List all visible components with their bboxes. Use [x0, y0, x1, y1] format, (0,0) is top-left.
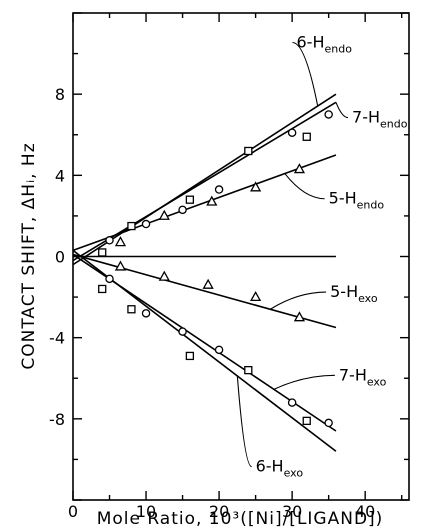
point-5-h-endo — [114, 236, 127, 247]
x-tick-label: 0 — [68, 502, 78, 521]
x-axis-title: Mole Ratio, 10³([Ni]/[LIGAND]) — [97, 509, 384, 529]
curve-label-sub-7-h-exo: exo — [367, 375, 387, 388]
curve-label-sub-5-h-endo: endo — [357, 199, 385, 212]
leader-6-h-endo — [292, 41, 319, 107]
leader-5-h-exo — [269, 291, 327, 310]
point-7-h-endo — [178, 205, 187, 215]
point-5-h-endo — [206, 195, 218, 206]
point-6-h-endo — [98, 248, 107, 257]
x-tick-label: 40 — [355, 502, 375, 521]
fit-lines — [72, 93, 337, 452]
point-6-h-endo — [127, 221, 136, 231]
point-5-h-endo — [293, 163, 306, 174]
curve-label-5-h-endo: 5-Hendo — [329, 189, 385, 212]
point-5-h-exo — [158, 270, 170, 281]
y-tick-label: -8 — [49, 410, 65, 429]
curve-label-7-h-endo: 7-Hendo — [352, 108, 408, 131]
point-7-h-endo — [214, 185, 224, 194]
point-7-h-exo — [214, 345, 224, 355]
x-tick-label: 20 — [209, 502, 229, 521]
point-6-h-exo — [127, 305, 136, 314]
curve-label-7-h-exo: 7-Hexo — [339, 365, 387, 388]
curve-label-sub-6-h-endo: endo — [324, 42, 352, 55]
point-5-h-endo — [250, 181, 262, 192]
leader-7-h-endo — [335, 102, 349, 119]
ticks — [72, 12, 409, 501]
curve-label-sub-7-h-endo: endo — [380, 118, 408, 131]
y-tick-label: 4 — [55, 166, 65, 185]
point-6-h-exo — [244, 365, 253, 375]
curve-label-sub-5-h-exo: exo — [358, 292, 378, 305]
point-5-h-exo — [202, 278, 214, 289]
point-5-h-exo — [114, 260, 127, 271]
point-7-h-endo — [287, 128, 297, 137]
point-5-h-exo — [250, 290, 262, 302]
point-7-h-exo — [105, 274, 114, 284]
point-6-h-endo — [302, 132, 311, 141]
data-markers — [98, 110, 333, 428]
point-7-h-endo — [324, 110, 333, 119]
point-6-h-endo — [185, 195, 195, 204]
fit-line-5-h-endo — [72, 154, 337, 252]
fit-line-6-h-exo — [72, 249, 337, 452]
fit-line-6-h-endo — [72, 93, 337, 266]
point-7-h-exo — [287, 398, 297, 407]
point-6-h-exo — [185, 351, 195, 361]
y-tick-label: 8 — [55, 85, 65, 104]
leader-6-h-exo — [236, 375, 252, 468]
point-7-h-exo — [141, 309, 151, 318]
y-axis-title: CONTACT SHIFT, ΔHᵢ, Hz — [19, 142, 39, 369]
fit-line-5-h-exo — [72, 253, 337, 329]
point-7-h-exo — [178, 327, 187, 336]
point-7-h-endo — [105, 236, 114, 245]
y-tick-label: -4 — [49, 329, 65, 348]
x-tick-label: 10 — [136, 502, 156, 521]
point-7-h-endo — [141, 219, 151, 229]
point-6-h-exo — [302, 416, 311, 426]
point-7-h-exo — [324, 418, 333, 428]
point-6-h-exo — [98, 284, 107, 294]
y-tick-label: 0 — [55, 248, 65, 267]
point-6-h-endo — [244, 146, 253, 156]
curve-label-5-h-exo: 5-Hexo — [330, 282, 378, 305]
point-5-h-exo — [293, 311, 306, 322]
x-tick-label: 30 — [282, 502, 302, 521]
curve-label-sub-6-h-exo: exo — [284, 467, 304, 480]
leader-5-h-endo — [284, 173, 325, 200]
point-5-h-endo — [158, 209, 170, 220]
leader-7-h-exo — [273, 374, 335, 390]
curve-label-6-h-endo: 6-Hendo — [297, 32, 353, 55]
curve-label-6-h-exo: 6-Hexo — [256, 457, 304, 480]
